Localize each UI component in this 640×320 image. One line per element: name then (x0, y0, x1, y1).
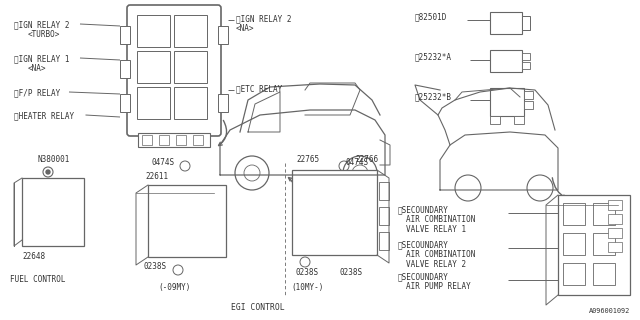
Bar (522, 53, 530, 60)
Bar (174, 15, 207, 47)
Bar (563, 203, 585, 225)
Bar (593, 203, 615, 225)
Text: ①SECOUNDARY: ①SECOUNDARY (398, 240, 449, 249)
Text: ③IGN RELAY 2: ③IGN RELAY 2 (14, 20, 70, 29)
Text: 0238S: 0238S (295, 268, 318, 277)
Text: ①SECOUNDARY: ①SECOUNDARY (398, 205, 449, 214)
Text: N380001: N380001 (38, 155, 70, 164)
Text: FUEL CONTROL: FUEL CONTROL (10, 275, 65, 284)
FancyBboxPatch shape (127, 5, 221, 136)
Text: (10MY-): (10MY-) (291, 283, 323, 292)
Text: 0474S: 0474S (345, 158, 368, 167)
Bar (292, 170, 377, 255)
Bar (22, 178, 84, 246)
Bar (524, 101, 533, 109)
Text: ③IGN RELAY 2: ③IGN RELAY 2 (236, 14, 291, 23)
Bar (120, 60, 130, 78)
Text: ①HEATER RELAY: ①HEATER RELAY (14, 111, 74, 120)
Text: <TURBO>: <TURBO> (28, 30, 60, 39)
FancyArrowPatch shape (219, 120, 227, 146)
Bar (563, 263, 585, 285)
Bar (490, 88, 524, 116)
Text: 0238S: 0238S (143, 262, 166, 271)
Text: ①82501D: ①82501D (415, 12, 447, 21)
Bar (379, 207, 389, 225)
Bar (218, 94, 228, 112)
Bar (159, 135, 169, 145)
Bar (608, 228, 622, 238)
Text: ③IGN RELAY 1: ③IGN RELAY 1 (14, 54, 70, 63)
Bar (176, 135, 186, 145)
Bar (174, 87, 207, 119)
Text: <NA>: <NA> (236, 24, 255, 33)
Bar (120, 94, 130, 112)
Text: ①ETC RELAY: ①ETC RELAY (236, 84, 282, 93)
Bar (120, 26, 130, 44)
Bar (490, 12, 522, 34)
Text: <NA>: <NA> (28, 64, 47, 73)
Text: VALVE RELAY 2: VALVE RELAY 2 (406, 260, 466, 269)
Text: AIR PUMP RELAY: AIR PUMP RELAY (406, 282, 471, 291)
Text: EGI CONTROL: EGI CONTROL (231, 303, 285, 312)
Bar (490, 50, 522, 72)
Bar (563, 233, 585, 255)
Circle shape (46, 170, 50, 174)
Bar (379, 232, 389, 250)
Bar (137, 15, 170, 47)
Bar (593, 233, 615, 255)
Text: VALVE RELAY 1: VALVE RELAY 1 (406, 225, 466, 234)
Text: 22766: 22766 (355, 155, 378, 164)
Bar (522, 62, 530, 69)
Bar (174, 51, 207, 83)
FancyArrowPatch shape (552, 178, 566, 198)
Bar (137, 87, 170, 119)
Text: 22648: 22648 (22, 252, 45, 261)
Text: 22765: 22765 (296, 155, 319, 164)
Bar (608, 214, 622, 224)
Text: ③25232*A: ③25232*A (415, 52, 452, 61)
Bar (490, 116, 500, 124)
Text: ④SECOUNDARY: ④SECOUNDARY (398, 272, 449, 281)
Text: (-09MY): (-09MY) (158, 283, 190, 292)
Bar (218, 26, 228, 44)
Bar (193, 135, 203, 145)
Text: ①F/P RELAY: ①F/P RELAY (14, 88, 60, 97)
Bar (558, 195, 630, 295)
Bar (142, 135, 152, 145)
Bar (593, 263, 615, 285)
Bar (522, 16, 530, 30)
Text: AIR COMBINATION: AIR COMBINATION (406, 215, 476, 224)
Text: 0238S: 0238S (340, 268, 363, 277)
Bar (524, 91, 533, 99)
Bar (137, 51, 170, 83)
Bar (514, 116, 524, 124)
Bar (608, 200, 622, 210)
Text: A096001092: A096001092 (589, 308, 630, 314)
Text: ④25232*B: ④25232*B (415, 92, 452, 101)
Bar (138, 133, 210, 147)
Bar (148, 185, 226, 257)
Bar (379, 182, 389, 200)
Text: 0474S: 0474S (152, 158, 175, 167)
Text: AIR COMBINATION: AIR COMBINATION (406, 250, 476, 259)
Text: 22611: 22611 (145, 172, 168, 181)
Bar (608, 242, 622, 252)
FancyArrowPatch shape (289, 178, 295, 192)
